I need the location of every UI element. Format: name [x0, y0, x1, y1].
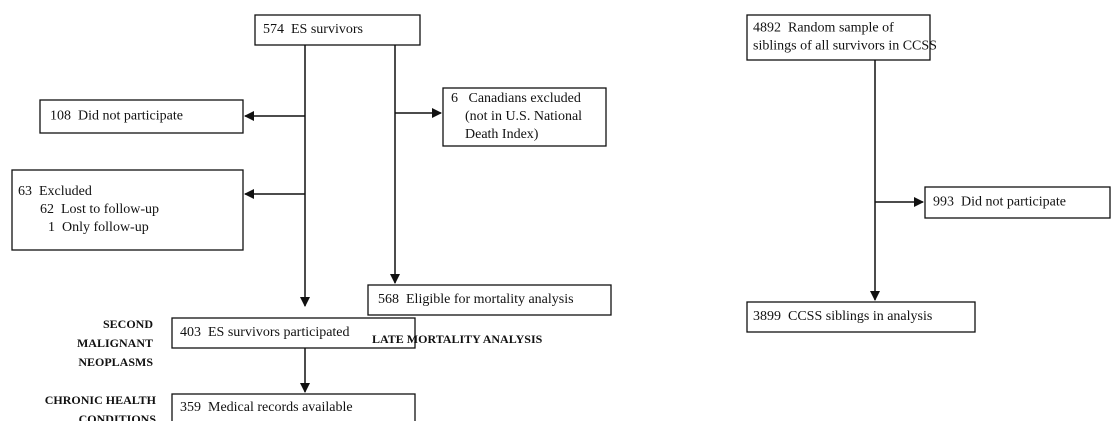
flow-box: [442, 87, 607, 147]
box-text: 3899 CCSS siblings in analysis: [753, 309, 932, 324]
flow-box: [39, 99, 244, 134]
box-text: siblings of all survivors in CCSS: [753, 39, 937, 54]
box-text: Death Index): [465, 127, 539, 142]
box-text: 574 ES survivors: [263, 22, 363, 37]
box-text: 63 Excluded: [18, 184, 92, 199]
box-text: 6 Canadians excluded: [451, 91, 581, 106]
connectors: [244, 45, 924, 393]
flow-box: [367, 284, 612, 316]
box-text: 403 ES survivors participated: [180, 325, 350, 340]
flow-box: [11, 169, 244, 251]
section-label: SECOND: [103, 317, 153, 331]
flow-box: [746, 301, 976, 333]
box-text: 568 Eligible for mortality analysis: [378, 292, 574, 307]
box-text: 1 Only follow-up: [48, 220, 149, 235]
flow-box: [254, 14, 421, 46]
box-text: 108 Did not participate: [50, 109, 183, 124]
section-label: MALIGNANT: [77, 336, 153, 350]
section-label: NEOPLASMS: [78, 355, 153, 369]
section-label: CONDITIONS: [79, 412, 157, 421]
flow-box: [746, 14, 931, 61]
box-text: 993 Did not participate: [933, 195, 1066, 210]
box-text: (not in U.S. National: [465, 109, 582, 124]
box-text: 62 Lost to follow-up: [40, 202, 159, 217]
flow-box: [171, 393, 416, 421]
box-text: 359 Medical records available: [180, 400, 353, 415]
section-label: LATE MORTALITY ANALYSIS: [372, 332, 543, 346]
box-text: 4892 Random sample of: [753, 21, 894, 36]
flow-box: [924, 186, 1111, 219]
section-label: CHRONIC HEALTH: [45, 393, 157, 407]
flow-box: [171, 317, 416, 349]
